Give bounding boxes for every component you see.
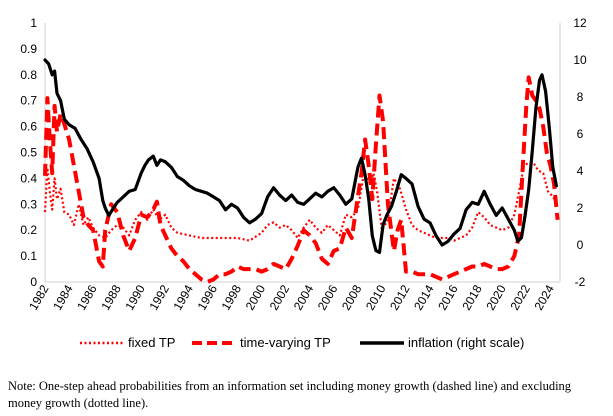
x-axis-tick-labels: 1982198419861988199019921994199619982000… xyxy=(26,282,557,312)
x-tick-label: 2012 xyxy=(387,282,413,312)
legend-label-time-varying-tp: time-varying TP xyxy=(240,335,331,350)
left-tick-label: 0.2 xyxy=(20,223,37,237)
left-tick-label: 0.1 xyxy=(20,249,37,263)
right-tick-label: 0 xyxy=(577,238,584,252)
x-tick-label: 1998 xyxy=(219,282,245,312)
right-axis: -2 0 2 4 6 8 10 12 xyxy=(559,16,587,289)
legend-label-inflation: inflation (right scale) xyxy=(408,335,524,350)
right-tick-label: 10 xyxy=(573,53,587,67)
legend: fixed TP time-varying TP inflation (righ… xyxy=(80,335,524,350)
x-tick-label: 2006 xyxy=(315,282,341,312)
right-axis-tick-labels: -2 0 2 4 6 8 10 12 xyxy=(573,16,587,289)
x-tick-label: 1992 xyxy=(146,282,172,312)
left-tick-label: 0.4 xyxy=(20,171,37,185)
legend-label-fixed-tp: fixed TP xyxy=(128,335,175,350)
right-tick-label: 12 xyxy=(573,16,587,30)
left-tick-label: 0.5 xyxy=(20,146,37,160)
x-axis: 1982198419861988199019921994199619982000… xyxy=(26,281,560,313)
x-tick-label: 1994 xyxy=(171,282,197,312)
x-tick-label: 1990 xyxy=(122,282,148,312)
left-tick-label: 0.9 xyxy=(20,42,37,56)
series-line-inflation-right-scale xyxy=(43,58,559,254)
x-tick-label: 2020 xyxy=(483,282,509,312)
x-tick-label: 1996 xyxy=(195,282,221,312)
x-tick-label: 2014 xyxy=(411,282,437,312)
legend-item-fixed-tp: fixed TP xyxy=(80,335,175,350)
chart: 0 0.1 0.2 0.3 0.4 0.5 0.6 0.7 0.8 0.9 1 -2 0 2 4 6 8 10 1… xyxy=(20,16,587,350)
x-tick-label: 2000 xyxy=(243,282,269,312)
right-tick-label: -2 xyxy=(575,275,586,289)
x-tick-label: 2002 xyxy=(267,282,293,312)
left-axis-tick-labels: 0 0.1 0.2 0.3 0.4 0.5 0.6 0.7 0.8 0.9 1 xyxy=(20,16,37,289)
left-tick-label: 0.7 xyxy=(20,94,37,108)
right-tick-label: 8 xyxy=(577,90,584,104)
series-line-fixed-tp xyxy=(43,161,559,242)
x-tick-label: 2024 xyxy=(531,282,557,312)
x-tick-label: 1988 xyxy=(98,282,124,312)
x-tick-label: 1986 xyxy=(74,282,100,312)
x-tick-label: 2022 xyxy=(507,282,533,312)
right-tick-label: 6 xyxy=(577,127,584,141)
left-tick-label: 0.8 xyxy=(20,68,37,82)
left-tick-label: 0 xyxy=(30,275,37,289)
left-tick-label: 1 xyxy=(30,16,37,30)
left-tick-label: 0.6 xyxy=(20,120,37,134)
legend-item-inflation: inflation (right scale) xyxy=(360,335,524,350)
series-line-time-varying-tp xyxy=(43,75,560,284)
x-tick-label: 1984 xyxy=(50,282,76,312)
x-tick-label: 2018 xyxy=(459,282,485,312)
x-tick-label: 2004 xyxy=(291,282,317,312)
x-tick-label: 2010 xyxy=(363,282,389,312)
left-axis: 0 0.1 0.2 0.3 0.4 0.5 0.6 0.7 0.8 0.9 1 xyxy=(20,16,46,289)
x-tick-label: 2016 xyxy=(435,282,461,312)
x-tick-label: 2008 xyxy=(339,282,365,312)
legend-item-time-varying-tp: time-varying TP xyxy=(192,335,331,350)
right-tick-label: 2 xyxy=(577,201,584,215)
series-layer xyxy=(43,58,560,284)
right-tick-label: 4 xyxy=(577,164,584,178)
left-tick-label: 0.3 xyxy=(20,197,37,211)
footnote: Note: One-step ahead probabilities from … xyxy=(8,379,572,410)
